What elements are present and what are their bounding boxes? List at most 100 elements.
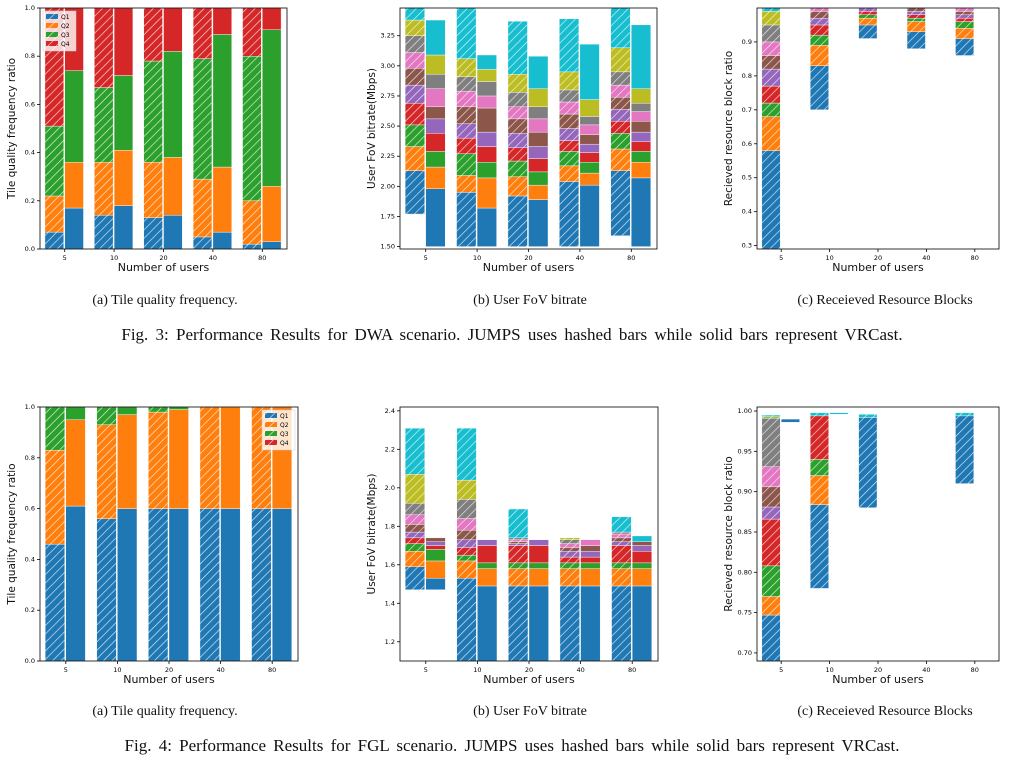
y-axis-label: User FoV bitrate(Mbps) <box>366 68 378 189</box>
hatch-jumps-10-seg10 <box>456 428 477 481</box>
hatch-jumps-80-seg4 <box>610 121 631 134</box>
bar-vrcast-80-seg4 <box>631 551 652 564</box>
legend-label: Q1 <box>61 14 70 21</box>
hatch-jumps-40-seg2 <box>559 165 579 182</box>
hatch-jumps-40-seg3 <box>907 18 926 22</box>
hatch-jumps-5-seg7 <box>405 514 425 525</box>
hatch-jumps-20-seg2 <box>143 162 163 218</box>
hatch-jumps-40-seg4 <box>559 140 579 152</box>
bar-vrcast-10-seg6 <box>476 107 497 133</box>
bar-vrcast-80-seg9 <box>631 88 652 104</box>
hatch-jumps-20-seg8 <box>507 92 528 107</box>
bar-vrcast-5-seg3 <box>64 70 84 163</box>
y-tick-label: 2.00 <box>381 182 395 190</box>
hatch-jumps-20-seg9 <box>507 74 528 93</box>
hatch-jumps-5-seg9 <box>405 474 425 504</box>
x-axis-label: Number of users <box>123 673 215 686</box>
bar-vrcast-10-seg5 <box>476 131 497 147</box>
hatch-jumps-10-seg1 <box>456 578 477 661</box>
hatch-jumps-80-seg1 <box>251 508 272 661</box>
bar-vrcast-20-seg1 <box>163 215 183 249</box>
hatch-jumps-40-seg5 <box>559 128 579 141</box>
bars-group <box>761 0 975 249</box>
hatch-jumps-5-seg1 <box>761 150 781 249</box>
y-tick-label: 2.75 <box>381 92 395 100</box>
hatch-jumps-5-seg1 <box>45 544 65 661</box>
hatch-jumps-5-seg4 <box>761 519 781 566</box>
hatch-jumps-40-seg7 <box>907 5 925 8</box>
bar-vrcast-20-seg10 <box>528 56 549 89</box>
hatch-jumps-40-seg6 <box>559 547 580 552</box>
bar-vrcast-40-seg6 <box>579 134 600 145</box>
plot-frame <box>399 7 658 250</box>
x-tick-label: 20 <box>165 666 173 674</box>
x-tick-label: 20 <box>524 254 532 262</box>
hatch-jumps-10-seg9 <box>810 0 828 1</box>
plot-frame <box>399 406 659 662</box>
hatch-jumps-5-seg3 <box>405 543 425 552</box>
x-tick-label: 80 <box>627 254 635 262</box>
y-tick-label: 0.75 <box>738 609 752 617</box>
bar-vrcast-5-seg5 <box>425 118 446 134</box>
bar-vrcast-40-seg5 <box>579 143 600 153</box>
legend-label: Q3 <box>61 32 70 39</box>
bar-vrcast-80-seg1 <box>631 177 652 247</box>
y-axis-label: Recieved resource block ratio <box>723 51 735 206</box>
bar-vrcast-20-seg2 <box>528 184 549 200</box>
y-tick-label: 1.0 <box>25 4 35 12</box>
hatch-jumps-5-seg10 <box>761 8 781 12</box>
hatch-jumps-80-seg7 <box>610 85 631 98</box>
hatch-jumps-20-seg2 <box>508 568 528 586</box>
bar-vrcast-5-seg1 <box>425 188 446 247</box>
bar-vrcast-5-seg9 <box>425 54 446 75</box>
chart-fig4-fov-bitrate: 5 10 20 40 80 1.2 1.4 1.6 1.8 2.0 2.2 2.4 Number of … <box>366 406 659 686</box>
caption-fig4c: (c) Receieved Resource Blocks <box>797 704 973 719</box>
hatch-jumps-10-seg7 <box>456 518 477 531</box>
hatch-jumps-80-seg1 <box>242 244 262 249</box>
bar-vrcast-20-seg2 <box>163 157 183 216</box>
hatch-jumps-5-seg8 <box>761 418 781 467</box>
hatch-jumps-80-seg4 <box>242 8 262 57</box>
bar-vrcast-5-seg1 <box>425 578 446 591</box>
x-tick-label: 5 <box>64 666 68 674</box>
hatch-jumps-20-seg3 <box>507 161 528 177</box>
y-axis-label: Tile quality frequency ratio <box>6 58 18 200</box>
bar-vrcast-40-seg6 <box>580 545 601 552</box>
bar-vrcast-80-seg6 <box>631 121 652 133</box>
bar-vrcast-10-seg2 <box>477 568 498 587</box>
bar-vrcast-40-seg7 <box>580 539 601 546</box>
bar-vrcast-10-seg1 <box>117 508 138 661</box>
hatch-jumps-10-seg2 <box>456 560 477 579</box>
bar-vrcast-20-seg1 <box>528 199 549 247</box>
hatch-jumps-20-seg1 <box>148 508 168 661</box>
y-tick-label: 2.4 <box>385 407 395 415</box>
hatch-jumps-10-seg9 <box>456 480 477 500</box>
hatch-jumps-5-seg3 <box>761 103 781 117</box>
legend-label: Q1 <box>280 413 289 420</box>
bar-vrcast-40-seg3 <box>580 562 601 569</box>
bar-vrcast-10-seg9 <box>476 69 497 82</box>
y-tick-label: 0.9 <box>742 38 752 46</box>
plot-frame <box>39 7 288 250</box>
hatch-jumps-80-seg1 <box>955 415 974 484</box>
bar-vrcast-80-seg3 <box>262 29 282 187</box>
hatch-jumps-20-seg4 <box>143 8 163 62</box>
hatch-jumps-40-seg5 <box>907 11 926 15</box>
hatch-jumps-80-seg3 <box>610 133 631 149</box>
hatch-jumps-80-seg3 <box>242 56 262 201</box>
hatch-jumps-5-seg6 <box>761 486 781 507</box>
y-tick-label: 1.0 <box>25 403 35 411</box>
hatch-jumps-20-seg10 <box>858 414 878 418</box>
bar-vrcast-10-seg2 <box>117 414 138 509</box>
hatch-jumps-80-seg8 <box>610 71 631 86</box>
bar-vrcast-80-seg1 <box>631 585 652 661</box>
hatch-jumps-80-seg7 <box>611 534 632 538</box>
hatch-jumps-10-seg4 <box>94 8 114 88</box>
hatch-jumps-80-seg4 <box>611 545 632 563</box>
bar-vrcast-40-seg4 <box>579 152 600 163</box>
hatch-jumps-40-seg1 <box>559 181 579 247</box>
bar-vrcast-80-seg5 <box>631 545 652 552</box>
hatch-jumps-20-seg2 <box>858 18 878 25</box>
x-tick-label: 80 <box>628 666 636 674</box>
